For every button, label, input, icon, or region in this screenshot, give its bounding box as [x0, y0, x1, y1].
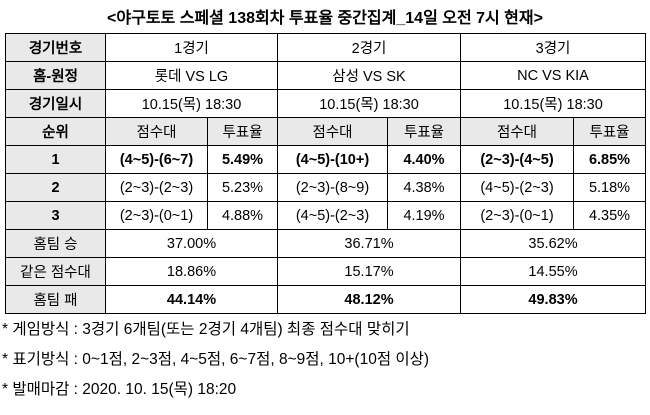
table-cell: 4.19% — [387, 201, 461, 230]
table-row: 3 (2~3)-(0~1) 4.88% (4~5)-(2~3) 4.19% (2~3)-(… — [5, 201, 646, 230]
table-cell: (2~3)-(4~5) — [460, 145, 574, 174]
table-cell: 점수대 — [277, 117, 388, 146]
table-cell: 4.35% — [573, 201, 646, 230]
row-label: 홈팀 패 — [5, 285, 106, 314]
table-row: 순위 점수대 투표율 점수대 투표율 점수대 투표율 — [5, 117, 646, 146]
title: <야구토토 스페셜 138회차 투표율 중간집계_14일 오전 7시 현재> — [107, 10, 543, 27]
table-cell: 48.12% — [277, 285, 461, 314]
table-cell: (2~3)-(8~9) — [277, 173, 388, 202]
table-cell: NC VS KIA — [460, 61, 646, 90]
table-cell: 6.85% — [573, 145, 646, 174]
table-cell: 10.15(목) 18:30 — [460, 89, 646, 118]
table-cell: 35.62% — [460, 229, 646, 258]
table-row: 홈-원정 롯데 VS LG 삼성 VS SK NC VS KIA — [5, 61, 646, 90]
table-cell: 5.18% — [573, 173, 646, 202]
table-cell: 49.83% — [460, 285, 646, 314]
table-cell: 36.71% — [277, 229, 461, 258]
row-label: 같은 점수대 — [5, 257, 106, 286]
row-label: 홈팀 승 — [5, 229, 106, 258]
table-cell: 4.88% — [207, 201, 278, 230]
table-cell: 44.14% — [105, 285, 278, 314]
table-cell: 3경기 — [460, 33, 646, 62]
table-row: 1 (4~5)-(6~7) 5.49% (4~5)-(10+) 4.40% (2~3)-(… — [5, 145, 646, 174]
table-cell: 15.17% — [277, 257, 461, 286]
table-row: 경기번호 1경기 2경기 3경기 — [5, 33, 646, 62]
table-cell: 투표율 — [387, 117, 461, 146]
table-cell: 투표율 — [573, 117, 646, 146]
note: * 표기방식 : 0~1점, 2~3점, 4~5점, 6~7점, 8~9점, 1… — [2, 351, 430, 368]
row-label: 홈-원정 — [5, 61, 106, 90]
notes: * 게임방식 : 3경기 6개팀(또는 2경기 4개팀) 최종 점수대 맞히기 *… — [2, 315, 429, 405]
table-cell: (4~5)-(10+) — [277, 145, 388, 174]
row-label: 3 — [5, 201, 106, 230]
row-label: 순위 — [5, 117, 106, 146]
table-cell: 2경기 — [277, 33, 461, 62]
table-row: 같은 점수대 18.86% 15.17% 14.55% — [5, 257, 646, 286]
table-cell: (4~5)-(2~3) — [277, 201, 388, 230]
table-row: 홈팀 승 37.00% 36.71% 35.62% — [5, 229, 646, 258]
note: * 발매마감 : 2020. 10. 15(목) 18:20 — [2, 381, 237, 398]
table-cell: (4~5)-(2~3) — [460, 173, 574, 202]
table-cell: 롯데 VS LG — [105, 61, 278, 90]
table-row: 경기일시 10.15(목) 18:30 10.15(목) 18:30 10.15(목)… — [5, 89, 646, 118]
row-label: 경기번호 — [5, 33, 106, 62]
table-cell: 14.55% — [460, 257, 646, 286]
table-cell: 점수대 — [105, 117, 208, 146]
table-row: 홈팀 패 44.14% 48.12% 49.83% — [5, 285, 646, 314]
table-cell: 점수대 — [460, 117, 574, 146]
table-cell: (2~3)-(0~1) — [105, 201, 208, 230]
row-label: 경기일시 — [5, 89, 106, 118]
table-cell: 삼성 VS SK — [277, 61, 461, 90]
table-cell: 1경기 — [105, 33, 278, 62]
table-row: 2 (2~3)-(2~3) 5.23% (2~3)-(8~9) 4.38% (4~5)-(… — [5, 173, 646, 202]
table-cell: 18.86% — [105, 257, 278, 286]
table-cell: 10.15(목) 18:30 — [105, 89, 278, 118]
table-cell: 4.38% — [387, 173, 461, 202]
table-cell: 37.00% — [105, 229, 278, 258]
table-cell: 4.40% — [387, 145, 461, 174]
table-cell: 10.15(목) 18:30 — [277, 89, 461, 118]
row-label: 2 — [5, 173, 106, 202]
vote-table: 경기번호 1경기 2경기 3경기 홈-원정 롯데 VS LG 삼성 VS SK NC VS K… — [5, 33, 646, 314]
table-cell: 5.49% — [207, 145, 278, 174]
row-label: 1 — [5, 145, 106, 174]
table-cell: 투표율 — [207, 117, 278, 146]
table-cell: (4~5)-(6~7) — [105, 145, 208, 174]
note: * 게임방식 : 3경기 6개팀(또는 2경기 4개팀) 최종 점수대 맞히기 — [2, 321, 410, 338]
table-cell: (2~3)-(2~3) — [105, 173, 208, 202]
table-cell: 5.23% — [207, 173, 278, 202]
table-cell: (2~3)-(0~1) — [460, 201, 574, 230]
